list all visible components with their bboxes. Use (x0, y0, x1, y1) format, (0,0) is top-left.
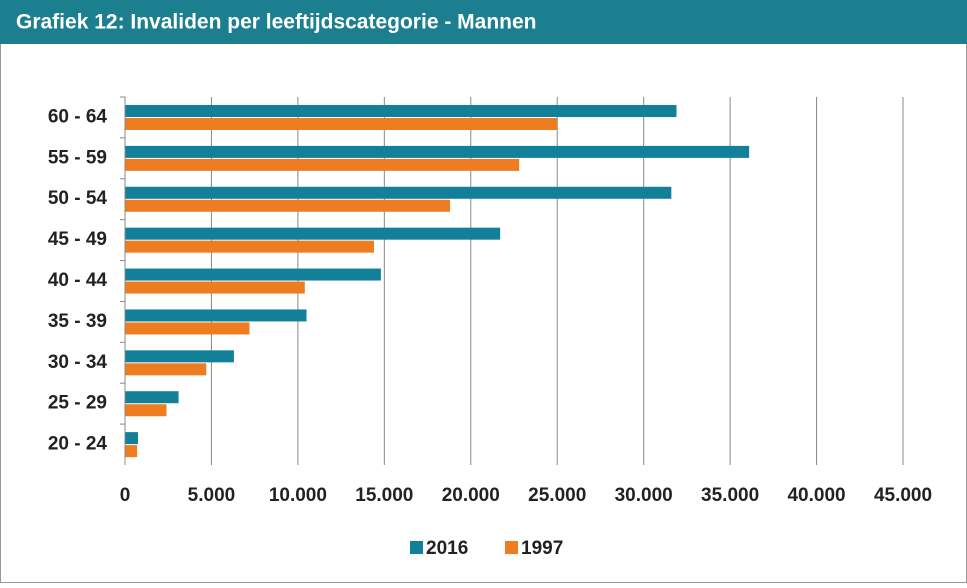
x-tick-label: 25.000 (528, 485, 586, 506)
y-tick-label: 45 - 49 (48, 229, 107, 250)
x-tick-label: 30.000 (615, 485, 673, 506)
bar (125, 432, 138, 445)
y-tick-label: 35 - 39 (48, 311, 107, 332)
y-tick-label: 60 - 64 (48, 106, 108, 127)
y-tick-label: 50 - 54 (48, 188, 108, 209)
legend-swatch (505, 541, 518, 554)
bar (125, 240, 374, 253)
y-tick-label: 30 - 34 (48, 352, 108, 373)
bar (125, 350, 234, 363)
bar (125, 404, 167, 417)
x-tick-label: 20.000 (442, 485, 500, 506)
x-tick-label: 5.000 (188, 485, 236, 506)
bar (125, 105, 677, 117)
legend-label: 2016 (426, 538, 468, 559)
bar (125, 391, 179, 404)
bar (125, 363, 207, 376)
x-tick-label: 15.000 (355, 485, 413, 506)
bar (125, 322, 250, 335)
chart-title: Grafiek 12: Invaliden per leeftijdscateg… (16, 11, 537, 34)
x-tick-label: 0 (120, 485, 131, 506)
x-tick-label: 10.000 (269, 485, 327, 506)
bar (125, 199, 451, 212)
y-tick-label: 20 - 24 (48, 434, 108, 455)
legend-label: 1997 (521, 538, 563, 559)
bar (125, 118, 558, 130)
y-tick-label: 40 - 44 (48, 270, 108, 291)
header (0, 0, 967, 44)
bar (125, 186, 672, 199)
y-tick-label: 25 - 29 (48, 393, 107, 414)
bar (125, 158, 520, 171)
x-tick-label: 40.000 (787, 485, 845, 506)
bar (125, 309, 307, 322)
bar (125, 268, 381, 281)
legend-swatch (410, 541, 423, 554)
bar (125, 227, 501, 240)
bar (125, 445, 138, 458)
y-tick-label: 55 - 59 (48, 147, 107, 168)
bar (125, 145, 750, 158)
x-tick-label: 35.000 (701, 485, 759, 506)
bar (125, 281, 305, 294)
x-tick-label: 45.000 (874, 485, 932, 506)
